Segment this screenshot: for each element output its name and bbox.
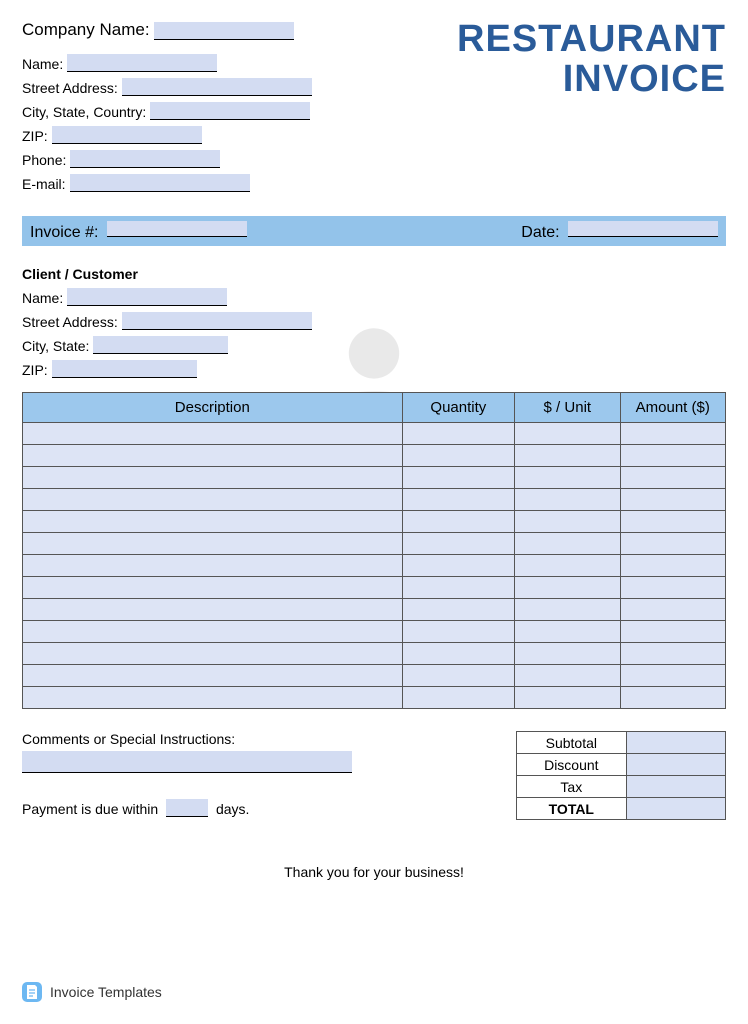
column-header: Quantity xyxy=(402,393,514,423)
table-row[interactable] xyxy=(23,423,726,445)
client-street-label: Street Address: xyxy=(22,314,118,330)
invoice-bar: Invoice #: Date: xyxy=(22,216,726,246)
totals-value[interactable] xyxy=(626,754,725,776)
totals-label: Discount xyxy=(517,754,627,776)
table-row[interactable] xyxy=(23,555,726,577)
invoice-number-label: Invoice #: xyxy=(30,224,98,241)
table-row[interactable] xyxy=(23,467,726,489)
totals-label: Subtotal xyxy=(517,732,627,754)
client-name-label: Name: xyxy=(22,290,63,306)
zip-input[interactable] xyxy=(52,126,202,144)
client-zip-input[interactable] xyxy=(52,360,197,378)
column-header: Description xyxy=(23,393,403,423)
table-row[interactable] xyxy=(23,621,726,643)
totals-table: SubtotalDiscountTaxTOTAL xyxy=(516,731,726,820)
comments-label: Comments or Special Instructions: xyxy=(22,731,516,747)
footer-text: Invoice Templates xyxy=(50,984,162,1000)
column-header: Amount ($) xyxy=(620,393,725,423)
footer: Invoice Templates xyxy=(22,982,162,1002)
table-row[interactable] xyxy=(23,445,726,467)
city-label: City, State, Country: xyxy=(22,104,146,120)
logo-icon xyxy=(22,982,42,1002)
payment-days-input[interactable] xyxy=(166,799,208,817)
company-name-label: Company Name: xyxy=(22,20,150,40)
client-section-title: Client / Customer xyxy=(22,266,726,282)
client-info-block: Name: Street Address: City, State: ZIP: xyxy=(22,288,726,378)
table-row[interactable] xyxy=(23,665,726,687)
phone-label: Phone: xyxy=(22,152,66,168)
totals-label: Tax xyxy=(517,776,627,798)
invoice-number-input[interactable] xyxy=(107,221,247,237)
table-row[interactable] xyxy=(23,533,726,555)
name-input[interactable] xyxy=(67,54,217,72)
client-zip-label: ZIP: xyxy=(22,362,48,378)
line-items-table: DescriptionQuantity$ / UnitAmount ($) xyxy=(22,392,726,709)
comments-input[interactable] xyxy=(22,751,352,773)
company-info-block: Company Name: Name: Street Address: City… xyxy=(22,20,457,198)
thank-you-text: Thank you for your business! xyxy=(22,864,726,880)
client-name-input[interactable] xyxy=(67,288,227,306)
document-title: RESTAURANTINVOICE xyxy=(457,20,726,100)
column-header: $ / Unit xyxy=(515,393,620,423)
name-label: Name: xyxy=(22,56,63,72)
totals-label: TOTAL xyxy=(517,798,627,820)
zip-label: ZIP: xyxy=(22,128,48,144)
client-city-input[interactable] xyxy=(93,336,228,354)
table-row[interactable] xyxy=(23,599,726,621)
street-input[interactable] xyxy=(122,78,312,96)
company-name-input[interactable] xyxy=(154,22,294,40)
email-input[interactable] xyxy=(70,174,250,192)
table-row[interactable] xyxy=(23,489,726,511)
table-row[interactable] xyxy=(23,643,726,665)
totals-value[interactable] xyxy=(626,732,725,754)
table-row[interactable] xyxy=(23,687,726,709)
date-input[interactable] xyxy=(568,221,718,237)
totals-value[interactable] xyxy=(626,798,725,820)
client-street-input[interactable] xyxy=(122,312,312,330)
table-row[interactable] xyxy=(23,511,726,533)
street-label: Street Address: xyxy=(22,80,118,96)
city-input[interactable] xyxy=(150,102,310,120)
phone-input[interactable] xyxy=(70,150,220,168)
payment-terms: Payment is due within days. xyxy=(22,799,516,817)
totals-value[interactable] xyxy=(626,776,725,798)
client-city-label: City, State: xyxy=(22,338,89,354)
date-label: Date: xyxy=(521,224,559,241)
email-label: E-mail: xyxy=(22,176,66,192)
table-row[interactable] xyxy=(23,577,726,599)
